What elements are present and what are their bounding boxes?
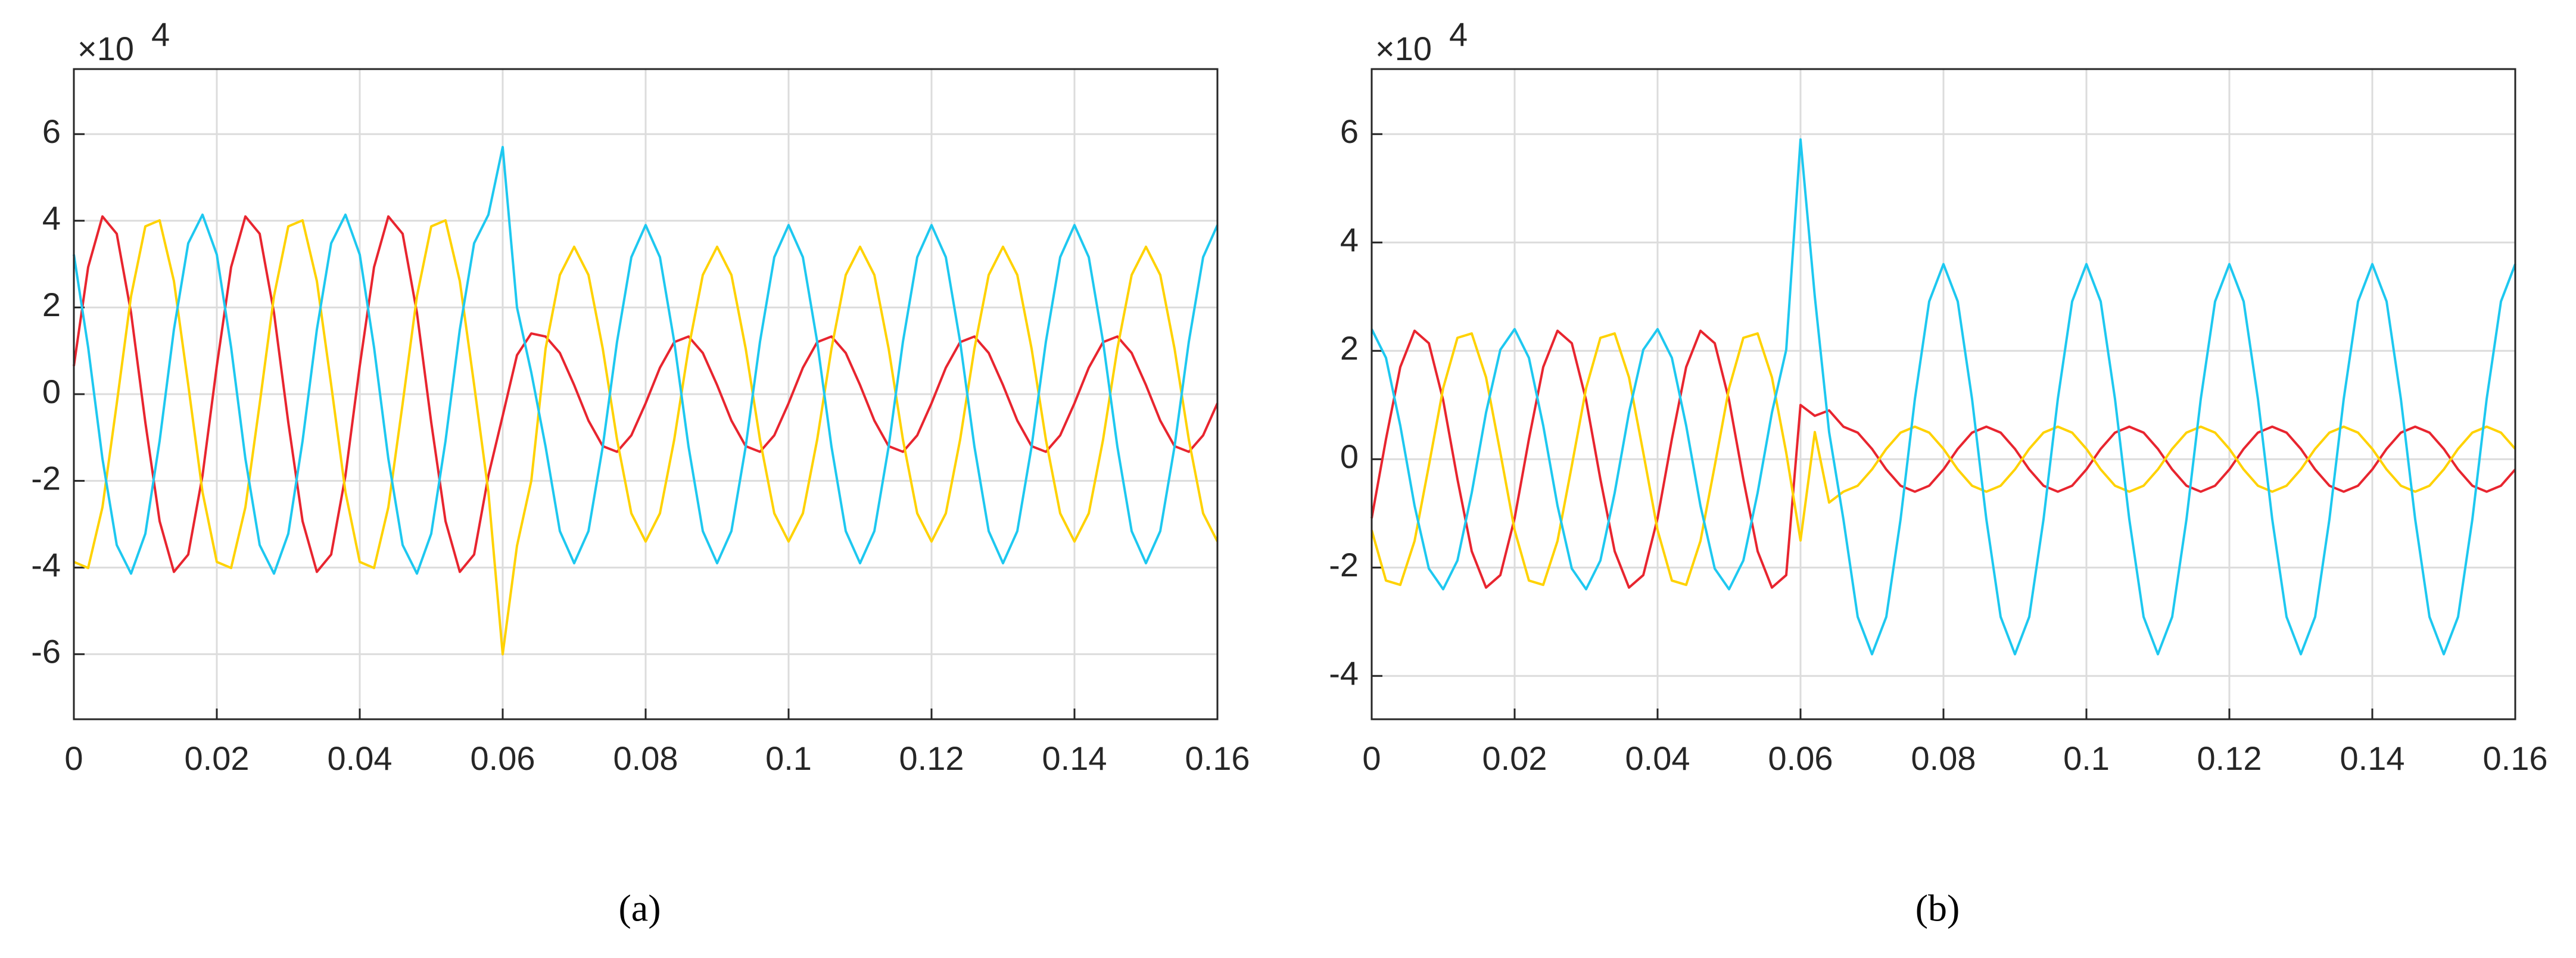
plot-border: [73, 68, 1219, 720]
y-tick-label: 0: [42, 373, 61, 410]
y-multiplier: ×10: [1375, 30, 1432, 67]
x-tick-label: 0.16: [2483, 739, 2548, 777]
y-tick-label: -4: [1329, 654, 1359, 692]
y-multiplier-exponent: 4: [1449, 15, 1468, 53]
x-tick-label: 0.1: [765, 739, 812, 777]
x-tick-label: 0.08: [613, 739, 678, 777]
series-line: [73, 215, 1219, 573]
y-tick-label: 4: [1340, 221, 1359, 258]
x-tick-label: 0.06: [1768, 739, 1833, 777]
y-multiplier: ×10: [77, 30, 134, 67]
y-tick-label: 6: [1340, 113, 1359, 150]
panel-caption: (b): [1915, 887, 1960, 929]
y-tick-label: -4: [31, 546, 61, 583]
y-tick-label: 6: [42, 113, 61, 150]
series-line: [1370, 329, 2516, 589]
x-tick-label: 0.14: [2340, 739, 2405, 777]
x-tick-label: 0.12: [899, 739, 964, 777]
x-tick-label: 0.02: [185, 739, 250, 777]
y-tick-label: 4: [42, 199, 61, 237]
series-line: [73, 219, 1219, 656]
y-tick-label: -2: [1329, 546, 1359, 583]
series-line: [1370, 138, 2516, 656]
x-tick-label: 0.04: [1625, 739, 1690, 777]
plot-border: [1370, 68, 2516, 720]
x-tick-label: 0.06: [471, 739, 535, 777]
y-multiplier-exponent: 4: [151, 15, 170, 53]
x-tick-label: 0.02: [1482, 739, 1547, 777]
x-tick-label: 0.16: [1185, 739, 1250, 777]
y-tick-label: 2: [42, 286, 61, 323]
y-tick-label: -6: [31, 633, 61, 670]
x-tick-label: 0.1: [2063, 739, 2110, 777]
panel-caption: (a): [618, 887, 661, 929]
x-tick-label: 0.12: [2197, 739, 2262, 777]
y-tick-label: -2: [31, 459, 61, 497]
x-tick-label: 0: [1362, 739, 1381, 777]
y-tick-label: 0: [1340, 438, 1359, 475]
series-line: [1370, 332, 2516, 586]
x-tick-label: 0: [64, 739, 83, 777]
x-tick-label: 0.14: [1042, 739, 1107, 777]
series-line: [73, 146, 1219, 575]
x-tick-label: 0.08: [1911, 739, 1976, 777]
x-tick-label: 0.04: [328, 739, 393, 777]
y-tick-label: 2: [1340, 329, 1359, 367]
